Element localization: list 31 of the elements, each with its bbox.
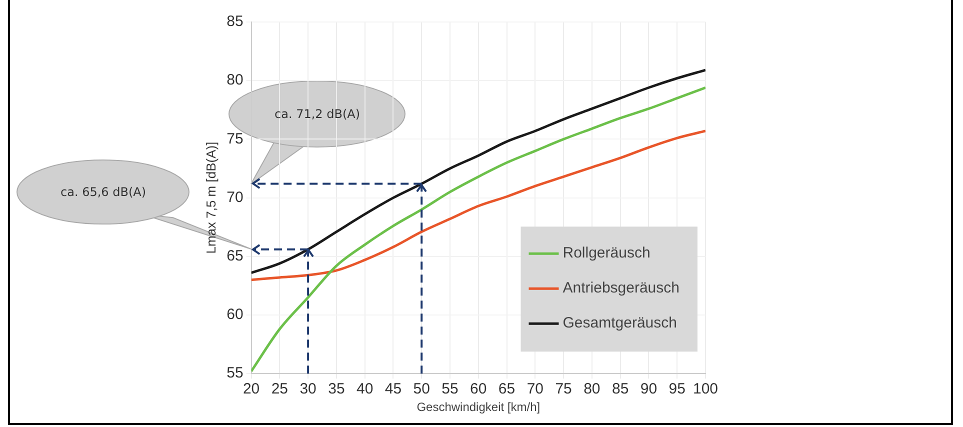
x-tick-label: 90 bbox=[640, 380, 658, 398]
x-tick-label: 20 bbox=[242, 380, 260, 398]
x-tick-label: 45 bbox=[384, 380, 402, 398]
x-tick-label: 80 bbox=[584, 380, 600, 398]
y-tick-label: 65 bbox=[226, 248, 244, 265]
x-tick-label: 30 bbox=[300, 380, 316, 398]
x-tick-label: 60 bbox=[470, 380, 487, 398]
legend-label: Antriebsgeräusch bbox=[562, 280, 680, 297]
y-tick-label: 70 bbox=[226, 188, 244, 206]
y-tick-label: 60 bbox=[226, 306, 244, 324]
x-axis-title: Geschwindigkeit [km/h] bbox=[416, 400, 540, 414]
x-tick-label: 40 bbox=[356, 380, 374, 398]
y-tick-label: 85 bbox=[226, 13, 244, 30]
x-tick-label: 100 bbox=[692, 380, 718, 398]
x-tick-label: 55 bbox=[442, 380, 458, 398]
y-tick-label: 80 bbox=[226, 72, 244, 89]
x-tick-label: 25 bbox=[271, 380, 288, 398]
x-tick-label: 65 bbox=[498, 380, 516, 398]
legend-label: Gesamtgeräusch bbox=[562, 314, 677, 332]
y-tick-label: 75 bbox=[226, 130, 244, 148]
x-tick-label: 85 bbox=[612, 380, 629, 398]
x-tick-label: 50 bbox=[413, 380, 430, 398]
x-tick-label: 70 bbox=[526, 380, 544, 398]
y-tick-label: 55 bbox=[226, 364, 244, 382]
x-tick-label: 35 bbox=[328, 380, 345, 398]
x-tick-label: 95 bbox=[668, 380, 686, 398]
y-axis-title: Lmax 7,5 m [dB(A)] bbox=[203, 142, 218, 254]
annotation: ca. 65,6 dB(A) bbox=[60, 185, 146, 200]
x-tick-label: 75 bbox=[555, 380, 572, 398]
legend-label: Rollgeräusch bbox=[562, 244, 650, 262]
annotation: ca. 71,2 dB(A) bbox=[274, 106, 360, 121]
